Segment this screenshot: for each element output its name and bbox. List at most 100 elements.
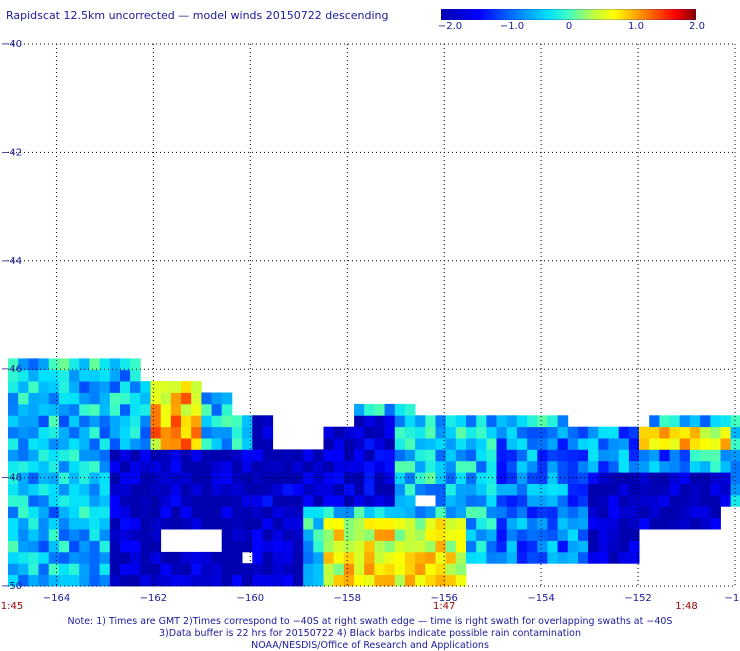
wind-difference-cell [28,483,39,496]
wind-difference-cell [99,369,111,382]
wind-difference-cell [48,494,60,507]
wind-difference-cell [496,472,508,484]
wind-difference-cell [364,574,375,587]
wind-difference-cell [191,460,202,473]
wind-difference-cell [588,540,599,553]
wind-difference-cell [506,517,518,530]
wind-difference-cell [221,529,233,541]
wind-difference-cell [293,529,304,541]
wind-difference-cell [242,449,253,462]
wind-difference-cell [262,517,274,530]
wind-difference-cell [506,483,518,496]
wind-difference-cell [445,415,457,428]
wind-difference-cell [588,438,599,450]
wind-difference-cell [567,460,579,473]
wind-difference-cell [415,540,426,553]
wind-difference-cell [343,483,355,496]
wind-difference-cell [99,551,111,564]
wind-difference-cell [374,472,385,484]
wind-difference-cell [455,506,467,519]
wind-difference-cell [150,494,162,507]
longitude-tick-label: −158 [334,593,361,604]
wind-difference-cell [669,449,681,462]
wind-difference-cell [79,392,90,405]
wind-difference-cell [628,426,640,439]
wind-difference-cell [48,369,60,382]
wind-difference-cell [415,438,426,450]
wind-difference-cell [140,506,151,519]
wind-difference-cell [445,529,457,541]
wind-difference-cell [669,415,681,428]
wind-difference-cell [69,472,80,484]
wind-difference-cell [516,460,528,473]
wind-difference-cell [567,472,579,484]
wind-difference-cell [28,574,39,587]
wind-difference-cell [262,563,274,575]
wind-difference-cell [700,449,711,462]
wind-difference-cell [58,449,70,462]
wind-difference-cell [109,381,121,393]
wind-difference-cell [120,517,131,530]
wind-difference-cell [354,551,365,564]
wind-difference-cell [48,551,60,564]
wind-difference-cell [506,415,518,428]
wind-difference-cell [639,426,650,439]
wind-difference-cell [69,415,80,428]
wind-difference-cell [608,449,620,462]
wind-difference-cell [354,563,365,575]
wind-difference-cell [537,517,548,530]
wind-difference-cell [120,460,131,473]
wind-difference-cell [323,529,335,541]
wind-difference-cell [476,506,487,519]
wind-difference-cell [58,540,70,553]
wind-difference-cell [130,449,141,462]
wind-difference-cell [191,403,202,416]
wind-difference-cell [140,494,151,507]
wind-difference-cell [415,415,426,428]
wind-difference-cell [598,540,609,553]
wind-difference-cell [537,438,548,450]
wind-difference-cell [598,506,609,519]
wind-difference-cell [140,483,151,496]
wind-difference-cell [343,563,355,575]
wind-difference-cell [435,415,447,428]
wind-difference-cell [109,517,121,530]
wind-difference-cell [394,438,406,450]
wind-difference-cell [384,438,396,450]
wind-difference-cell [628,449,640,462]
wind-difference-cell [18,392,29,405]
wind-difference-cell [252,438,263,450]
wind-difference-cell [48,415,60,428]
wind-difference-cell [99,392,111,405]
wind-difference-cell [150,460,162,473]
wind-difference-cell [710,415,721,428]
wind-difference-cell [364,483,375,496]
wind-difference-cell [109,403,121,416]
wind-difference-cell [140,438,151,450]
wind-difference-cell [79,460,90,473]
wind-difference-cell [120,369,131,382]
wind-difference-cell [608,426,620,439]
wind-difference-cell [384,529,396,541]
wind-difference-cell [689,438,701,450]
wind-difference-cell [496,438,508,450]
wind-difference-cell [547,426,558,439]
wind-difference-cell [527,551,538,564]
wind-difference-cell [18,438,29,450]
wind-difference-cell [242,574,253,587]
wind-difference-cell [48,506,60,519]
wind-difference-cell [140,449,151,462]
wind-difference-cell [588,483,599,496]
wind-difference-cell [628,438,640,450]
wind-difference-cell [516,483,528,496]
wind-difference-cell [496,460,508,473]
wind-difference-cell [109,415,121,428]
latitude-tick-label: −42 [1,147,22,158]
wind-difference-cell [394,540,406,553]
wind-difference-cell [38,472,50,484]
wind-difference-cell [89,472,100,484]
wind-difference-cell [8,358,19,371]
wind-difference-cell [160,483,172,496]
wind-difference-cell [516,438,528,450]
wind-difference-cell [69,529,80,541]
